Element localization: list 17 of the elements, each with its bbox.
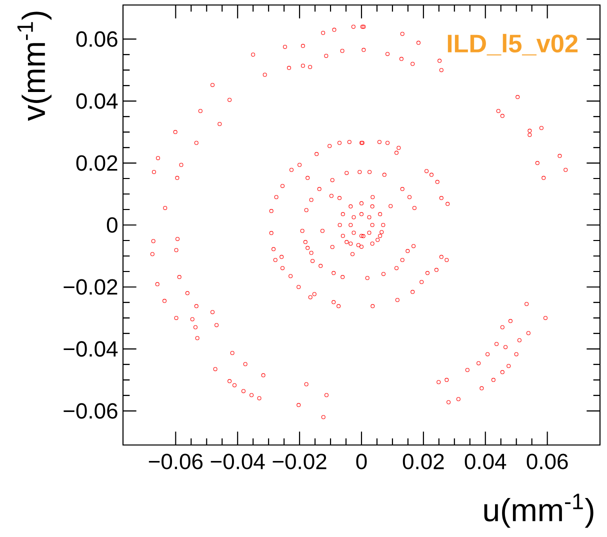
x-tick-label: −0.06 xyxy=(148,454,203,470)
y-tick-label: 0 xyxy=(106,217,118,233)
y-tick-label: 0.04 xyxy=(76,93,118,109)
x-tick-label: 0.04 xyxy=(464,454,506,470)
y-tick-label: 0.06 xyxy=(76,31,118,47)
x-tick-label: 0 xyxy=(356,454,367,470)
x-tick-label: 0.02 xyxy=(402,454,444,470)
x-tick-label: −0.02 xyxy=(272,454,326,470)
x-tick-label: 0.06 xyxy=(526,454,568,470)
y-tick-label: 0.02 xyxy=(76,155,118,171)
y-tick-label: −0.02 xyxy=(64,279,118,295)
y-tick-label: −0.04 xyxy=(64,341,118,357)
annotation: ILD_l5_v02 xyxy=(448,34,578,56)
y-axis-title: v(mm$^{-1}$) xyxy=(17,12,52,121)
x-axis-title: u(mm$^{-1}$) xyxy=(484,494,594,528)
x-tick-label: −0.04 xyxy=(210,454,265,470)
y-tick-label: −0.06 xyxy=(64,403,118,419)
